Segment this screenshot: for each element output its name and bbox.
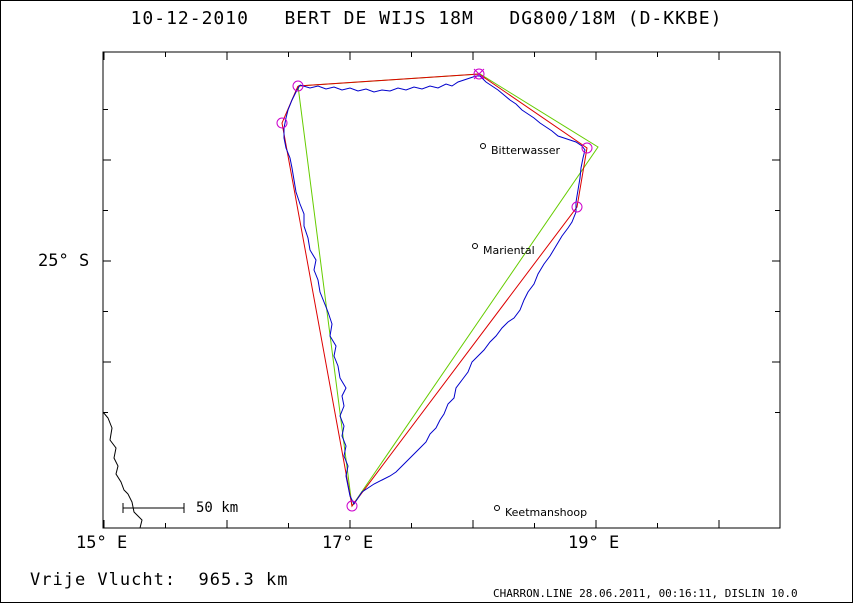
coastline xyxy=(102,411,143,529)
town-label: Mariental xyxy=(483,244,535,257)
scale-bar xyxy=(122,503,185,513)
town-marker xyxy=(472,243,478,249)
free-flight-label: Vrije Vlucht: xyxy=(30,570,177,590)
render-stamp: CHARRON.LINE 28.06.2011, 00:16:11, DISLI… xyxy=(493,587,798,600)
turnpoint-marker xyxy=(581,142,593,154)
town-marker xyxy=(494,505,500,511)
glider-name: DG800/18M (D-KKBE) xyxy=(509,8,723,29)
plot-border xyxy=(102,51,781,529)
turnpoint-marker xyxy=(571,201,583,213)
axis-ticks xyxy=(103,52,780,528)
turnpoint-marker xyxy=(473,68,485,80)
optimized-route-line xyxy=(281,73,588,508)
free-flight-value: 965.3 km xyxy=(198,570,289,590)
declared-task-line xyxy=(297,73,599,508)
x-tick-label: 15° E xyxy=(76,533,128,553)
turnpoint-markers xyxy=(276,68,593,512)
turnpoint-cross xyxy=(473,68,485,80)
y-tick-label: 25° S xyxy=(38,251,90,271)
scale-bar-label: 50 km xyxy=(196,500,239,516)
town-markers: Bitterwasser Mariental Keetmanshoop xyxy=(472,143,587,519)
turnpoint-marker xyxy=(346,500,358,512)
town-label: Bitterwasser xyxy=(491,144,560,157)
gps-track xyxy=(283,75,586,505)
x-tick-label: 19° E xyxy=(568,533,620,553)
flight-date: 10-12-2010 xyxy=(130,8,249,29)
pilot-name: BERT DE WIJS 18M xyxy=(284,8,474,29)
free-flight-distance: Vrije Vlucht: 965.3 km xyxy=(30,570,288,590)
x-tick-label: 17° E xyxy=(322,533,374,553)
turnpoint-marker xyxy=(292,80,304,92)
flight-title: 10-12-2010 BERT DE WIJS 18M DG800/18M (D… xyxy=(0,8,853,29)
town-marker xyxy=(480,143,486,149)
turnpoint-marker xyxy=(276,117,288,129)
town-label: Keetmanshoop xyxy=(505,506,587,519)
